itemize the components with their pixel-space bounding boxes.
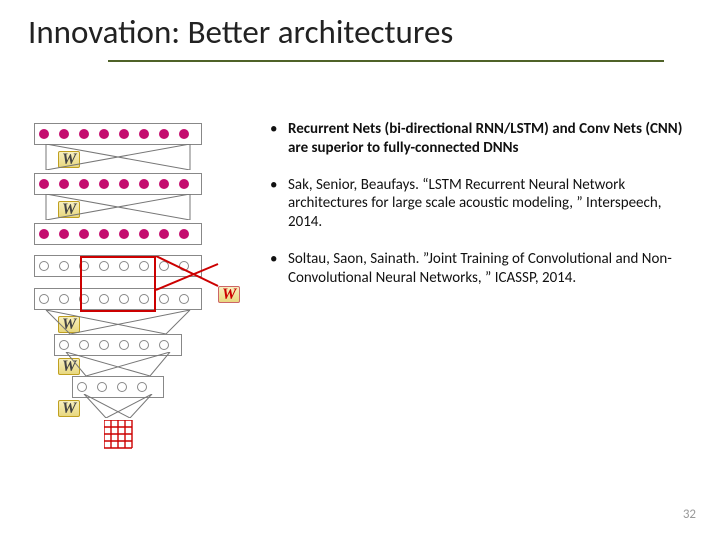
layer-box xyxy=(34,173,202,195)
weight-connector: W xyxy=(34,398,244,418)
weight-connector: W xyxy=(34,198,244,220)
layer-box xyxy=(34,123,202,145)
title-underline xyxy=(108,60,664,62)
bullet-item: Sak, Senior, Beaufays. “LSTM Recurrent N… xyxy=(270,176,690,232)
connector-lines xyxy=(42,144,198,170)
weight-label-red: W xyxy=(218,286,240,303)
connector-lines xyxy=(80,394,160,418)
connector-lines xyxy=(42,310,198,334)
slide-title: Innovation: Better architectures xyxy=(28,12,453,52)
page-number: 32 xyxy=(683,507,696,522)
weight-label: W xyxy=(58,400,80,417)
input-grid xyxy=(104,420,244,454)
bullet-list: Recurrent Nets (bi-directional RNN/LSTM)… xyxy=(270,120,690,305)
layer-row xyxy=(34,220,244,248)
bullet-text: Soltau, Saon, Sainath. ”Joint Training o… xyxy=(288,250,672,287)
grid-icon xyxy=(104,420,134,450)
bullet-item: Recurrent Nets (bi-directional RNN/LSTM)… xyxy=(270,120,690,158)
architecture-diagram: W W xyxy=(34,120,244,454)
red-connector xyxy=(156,256,220,294)
weight-connector: W xyxy=(34,314,244,334)
bullet-item: Soltau, Saon, Sainath. ”Joint Training o… xyxy=(270,250,690,288)
layer-box xyxy=(34,223,202,245)
connector-lines xyxy=(42,194,198,220)
bullet-text: Sak, Senior, Beaufays. “LSTM Recurrent N… xyxy=(288,176,661,232)
bullet-text: Recurrent Nets (bi-directional RNN/LSTM)… xyxy=(288,120,682,157)
weight-connector: W xyxy=(34,356,244,376)
weight-connector: W xyxy=(34,148,244,170)
connector-lines xyxy=(62,352,178,376)
